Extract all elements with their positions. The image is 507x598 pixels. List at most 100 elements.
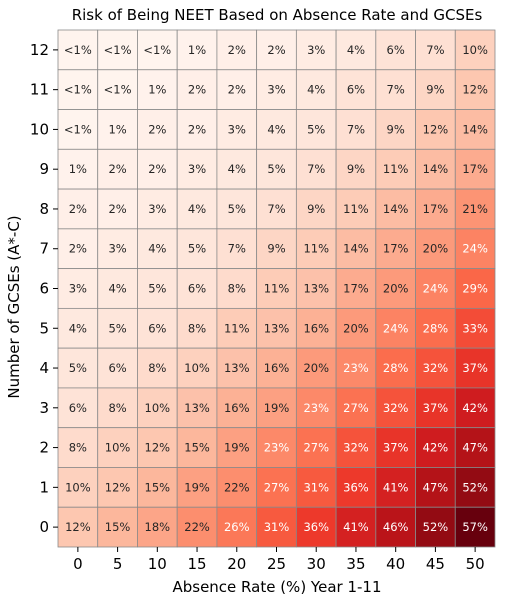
y-tick-label: 1 bbox=[39, 478, 49, 496]
cell-label: 7% bbox=[387, 83, 405, 97]
heatmap-cell bbox=[137, 29, 178, 71]
heatmap-cell bbox=[216, 69, 258, 110]
cell-label: 4% bbox=[228, 162, 246, 176]
cell-label: 10% bbox=[105, 441, 131, 455]
cell-label: 1% bbox=[108, 122, 126, 136]
heatmap-cell bbox=[137, 148, 178, 190]
cell-label: 4% bbox=[188, 202, 206, 216]
heatmap-cell bbox=[256, 148, 297, 190]
cell-label: 13% bbox=[184, 401, 210, 415]
x-tick-label: 10 bbox=[148, 555, 167, 573]
cell-label: 32% bbox=[343, 441, 369, 455]
heatmap-cell bbox=[256, 69, 297, 110]
y-tick-label: 9 bbox=[39, 160, 49, 178]
cell-label: 18% bbox=[145, 520, 171, 534]
cell-label: 13% bbox=[224, 361, 250, 375]
cell-label: 52% bbox=[423, 520, 449, 534]
cell-label: 11% bbox=[343, 202, 369, 216]
heatmap-cell bbox=[415, 307, 456, 349]
heatmap-cell bbox=[256, 427, 297, 468]
heatmap-cell bbox=[335, 387, 377, 429]
heatmap-cell bbox=[335, 427, 377, 468]
heatmap-cell bbox=[137, 347, 178, 389]
heatmap-cell bbox=[335, 29, 377, 71]
cell-label: 15% bbox=[105, 520, 131, 534]
cell-label: 2% bbox=[108, 202, 126, 216]
heatmap-cell bbox=[97, 29, 138, 71]
heatmap-cell bbox=[375, 427, 416, 468]
heatmap-cell bbox=[57, 29, 99, 71]
heatmap-cell bbox=[454, 268, 496, 309]
cell-label: 10% bbox=[462, 43, 488, 57]
cell-label: 24% bbox=[423, 282, 449, 296]
x-tick-label: 50 bbox=[466, 555, 485, 573]
cell-label: 4% bbox=[108, 282, 126, 296]
heatmap-cell bbox=[57, 188, 99, 230]
heatmap-cell bbox=[454, 109, 496, 150]
cell-label: 9% bbox=[387, 122, 405, 136]
heatmap-cell bbox=[137, 427, 178, 468]
heatmap-cell bbox=[176, 307, 218, 349]
cell-label: 12% bbox=[145, 441, 171, 455]
cell-label: <1% bbox=[64, 122, 92, 136]
cell-label: 23% bbox=[303, 401, 329, 415]
cell-label: 17% bbox=[343, 282, 369, 296]
heatmap-cell bbox=[454, 69, 496, 110]
cell-label: 19% bbox=[224, 441, 250, 455]
cell-label: 5% bbox=[108, 321, 126, 335]
cell-label: 46% bbox=[383, 520, 409, 534]
heatmap-cells: <1% <1% <1% 1% 2% 2% 3% 4% 6% 7% 10% <1% <1% 1% 2% 2% 3%… bbox=[57, 29, 496, 548]
cell-label: 32% bbox=[383, 401, 409, 415]
heatmap-cell bbox=[335, 268, 377, 309]
cell-label: 9% bbox=[267, 242, 285, 256]
heatmap-cell bbox=[415, 506, 456, 548]
x-axis-label: Absence Rate (%) Year 1-11 bbox=[172, 578, 381, 596]
cell-label: 15% bbox=[145, 480, 171, 494]
cell-label: 24% bbox=[462, 242, 488, 256]
cell-label: 42% bbox=[423, 441, 449, 455]
cell-label: 5% bbox=[267, 162, 285, 176]
heatmap-cell bbox=[176, 268, 218, 309]
cell-label: 8% bbox=[228, 282, 246, 296]
cell-label: 20% bbox=[383, 282, 409, 296]
cell-label: 27% bbox=[343, 401, 369, 415]
cell-label: 9% bbox=[426, 83, 444, 97]
cell-label: 6% bbox=[347, 83, 365, 97]
heatmap-cell bbox=[137, 387, 178, 429]
cell-label: 3% bbox=[188, 162, 206, 176]
heatmap-cell bbox=[375, 347, 416, 389]
cell-label: 2% bbox=[188, 122, 206, 136]
heatmap-cell bbox=[295, 307, 337, 349]
cell-label: 3% bbox=[148, 202, 166, 216]
cell-label: 3% bbox=[228, 122, 246, 136]
y-tick-label: 3 bbox=[39, 399, 49, 417]
cell-label: 4% bbox=[347, 43, 365, 57]
cell-label: 28% bbox=[383, 361, 409, 375]
heatmap-cell bbox=[454, 467, 496, 508]
heatmap-cell bbox=[57, 347, 99, 389]
x-tick-label: 15 bbox=[187, 555, 206, 573]
cell-label: 57% bbox=[462, 520, 488, 534]
cell-label: 7% bbox=[426, 43, 444, 57]
cell-label: 4% bbox=[148, 242, 166, 256]
cell-label: 3% bbox=[307, 43, 325, 57]
heatmap-cell bbox=[375, 109, 416, 150]
heatmap-cell bbox=[57, 109, 99, 150]
cell-label: 36% bbox=[343, 480, 369, 494]
y-tick-label: 5 bbox=[39, 319, 49, 337]
cell-label: 28% bbox=[423, 321, 449, 335]
y-tick-label: 8 bbox=[39, 200, 49, 218]
heatmap-cell bbox=[454, 228, 496, 270]
cell-label: 12% bbox=[65, 520, 91, 534]
heatmap-cell bbox=[335, 347, 377, 389]
cell-label: 33% bbox=[462, 321, 488, 335]
heatmap-cell bbox=[295, 109, 337, 150]
cell-label: 20% bbox=[423, 242, 449, 256]
cell-label: 4% bbox=[267, 122, 285, 136]
cell-label: 22% bbox=[224, 480, 250, 494]
cell-label: 6% bbox=[69, 401, 87, 415]
cell-label: 2% bbox=[69, 202, 87, 216]
heatmap-cell bbox=[97, 307, 138, 349]
heatmap-cell bbox=[216, 188, 258, 230]
